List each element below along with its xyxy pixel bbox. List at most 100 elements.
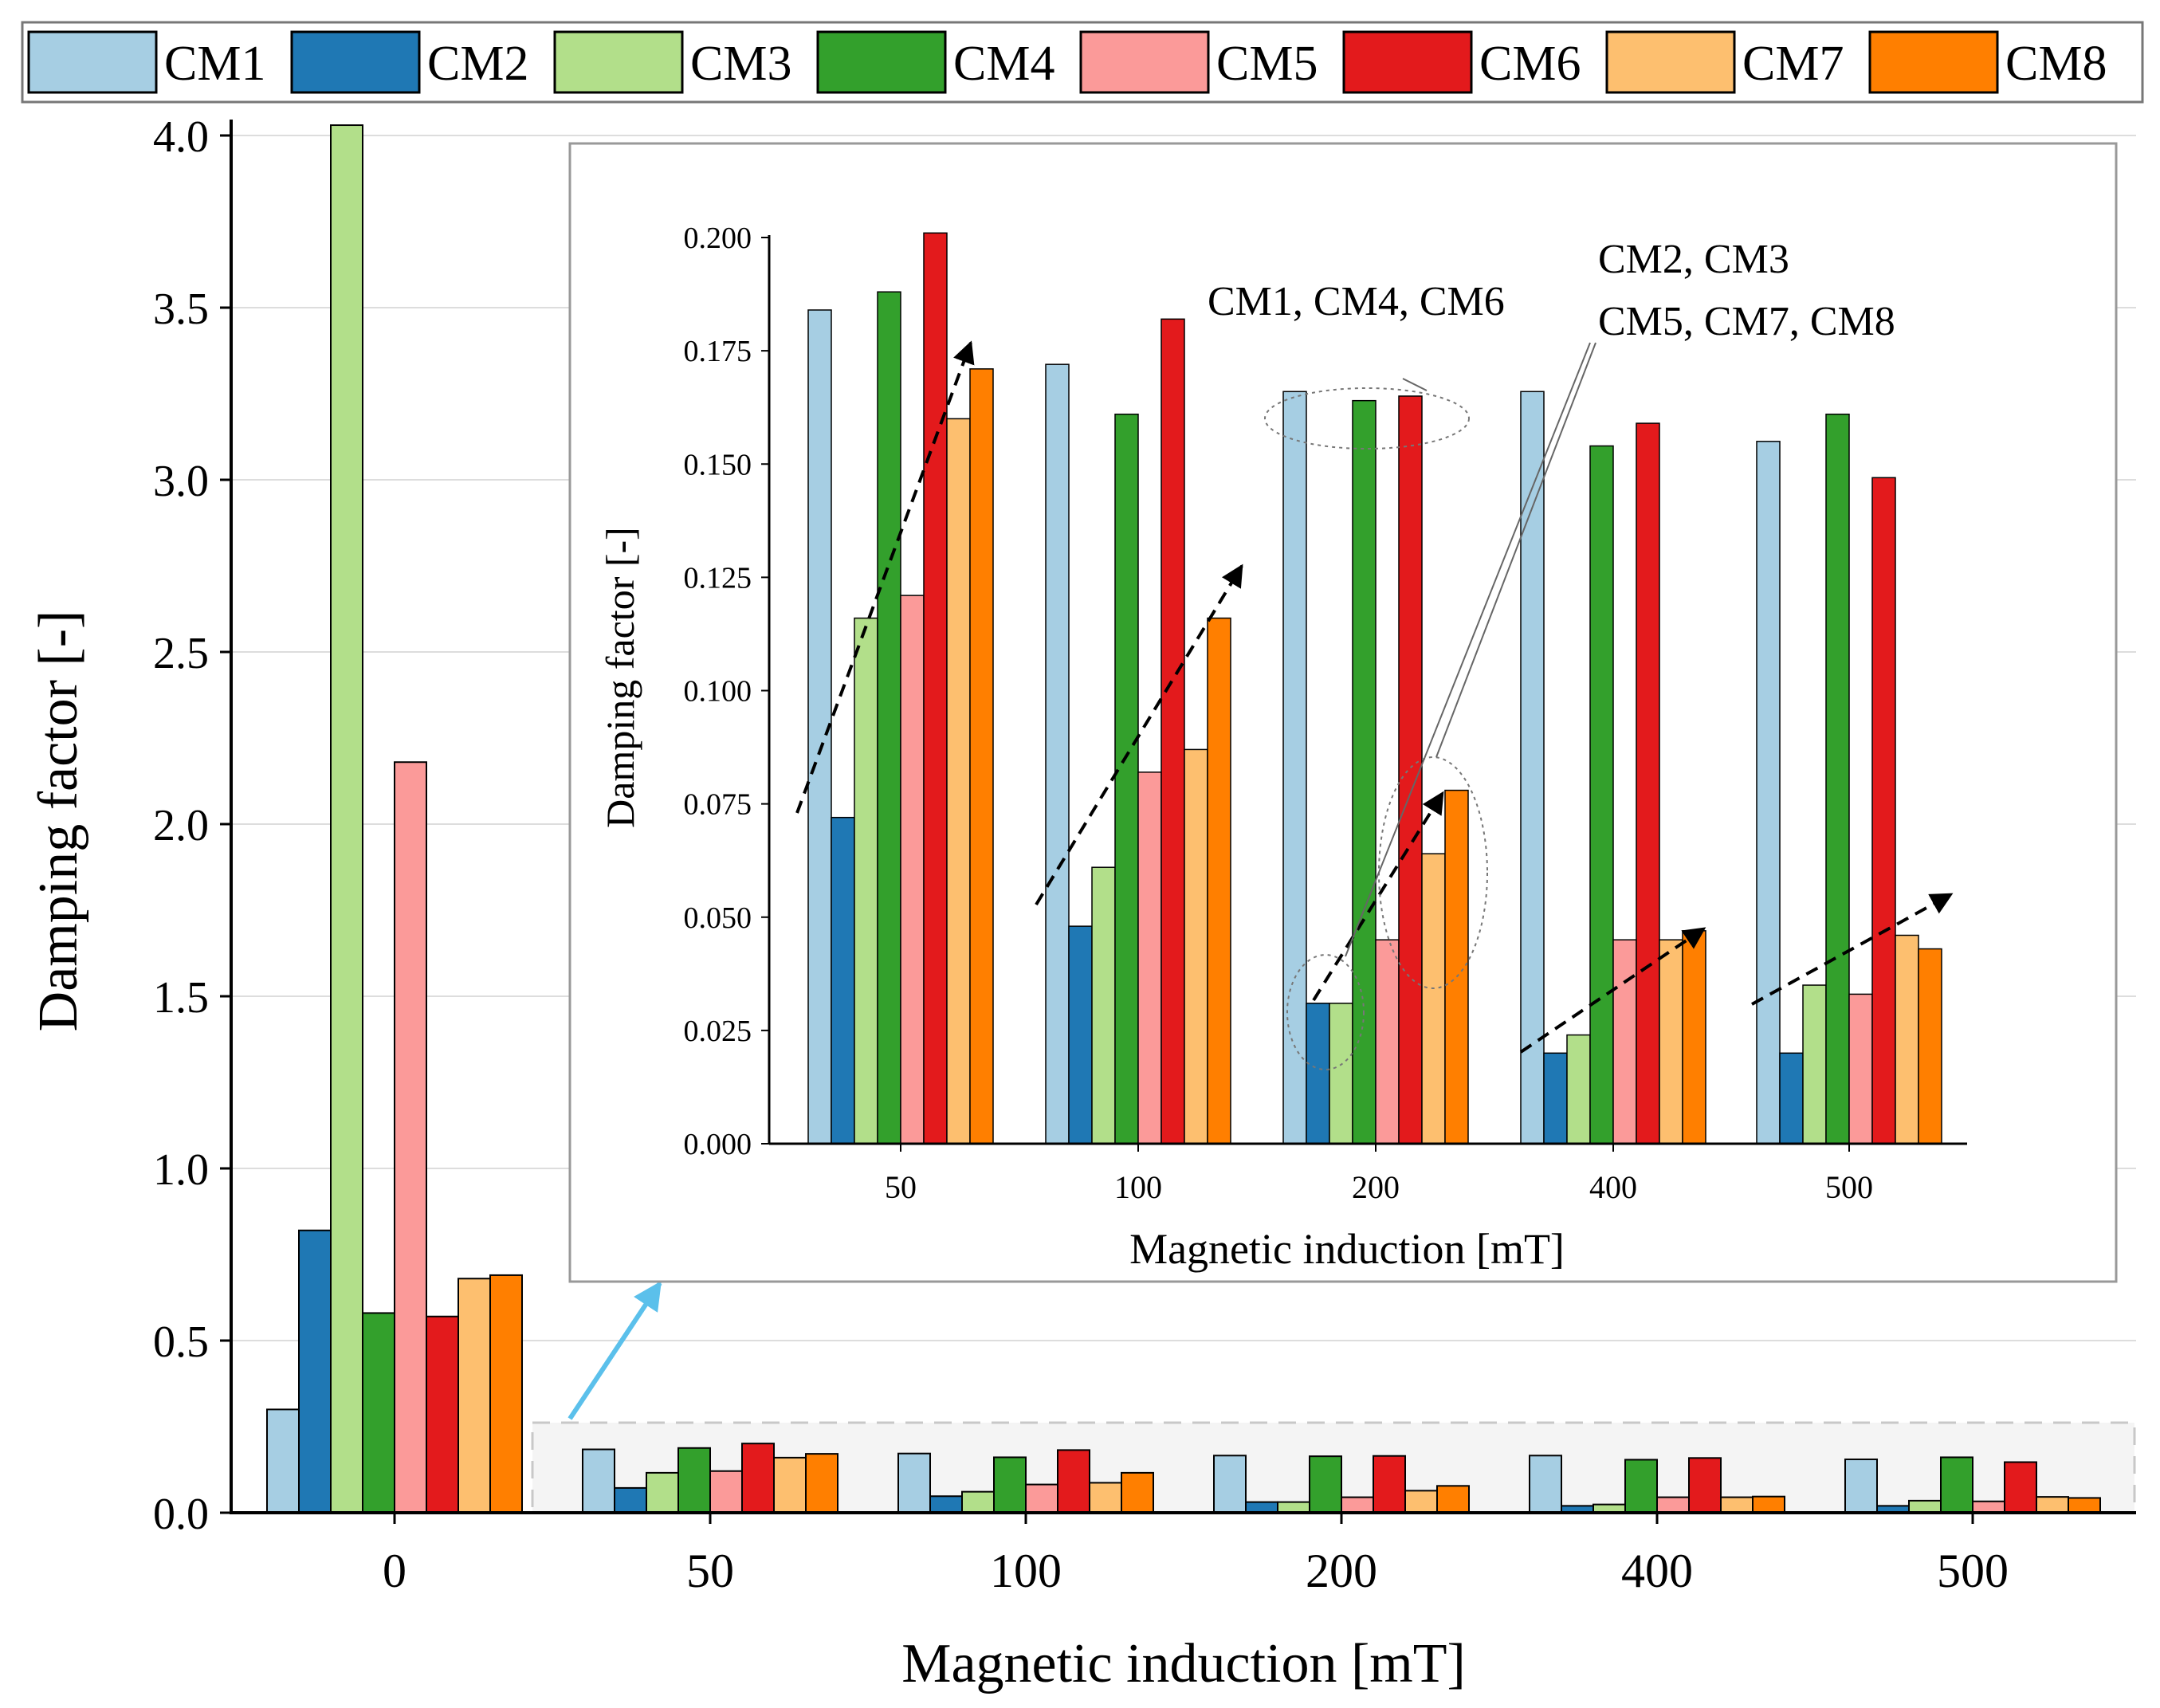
legend-swatch-cm5 — [1079, 30, 1210, 94]
bar-cm8-200 — [1436, 1485, 1470, 1514]
bar-cm1-0 — [266, 1408, 300, 1514]
bar-cm5-400 — [1656, 1496, 1690, 1514]
legend-swatch-cm1 — [27, 30, 158, 94]
bar-cm4-50 — [677, 1447, 711, 1514]
bar-cm4-400 — [1624, 1459, 1658, 1514]
legend-label-cm4: CM4 — [953, 37, 1054, 91]
group1-leader-line — [1402, 378, 1428, 391]
inset-y-tick-label: 0.100 — [684, 675, 752, 709]
trend-arrow — [1035, 563, 1243, 906]
bar-cm3-50 — [646, 1471, 679, 1514]
bar-cm8-500 — [2068, 1497, 2101, 1514]
inset-bar-cm2-100 — [1068, 925, 1093, 1145]
inset-bar-cm7-500 — [1895, 934, 1919, 1145]
y-tick-label: 0.5 — [153, 1317, 209, 1367]
bar-cm6-500 — [2004, 1461, 2037, 1514]
legend: CM1 CM2 CM3 CM4 CM5 CM6 CM7 CM8 — [21, 21, 2144, 104]
inset-bar-cm3-400 — [1566, 1034, 1591, 1145]
y-tick-label: 2.0 — [153, 801, 209, 850]
bar-cm5-100 — [1025, 1483, 1058, 1514]
bar-cm5-200 — [1341, 1496, 1374, 1514]
legend-label-cm8: CM8 — [2005, 37, 2107, 91]
bar-cm1-100 — [897, 1452, 931, 1514]
inset-axes — [768, 235, 1967, 1145]
inset-bar-cm4-500 — [1825, 413, 1850, 1145]
x-tick-label: 200 — [1306, 1545, 1377, 1597]
inset-x-tick-label: 200 — [1352, 1169, 1400, 1205]
inset-bar-cm4-50 — [877, 291, 901, 1145]
inset-bar-cm7-100 — [1184, 748, 1208, 1145]
bar-cm3-500 — [1908, 1499, 1942, 1514]
legend-swatch-cm6 — [1342, 30, 1473, 94]
inset-bar-cm7-400 — [1659, 939, 1683, 1145]
inset-bar-cm8-50 — [969, 368, 994, 1145]
inset-bar-cm6-400 — [1636, 422, 1660, 1145]
legend-swatch-cm4 — [816, 30, 947, 94]
y-tick-label: 3.5 — [153, 285, 209, 334]
inset-y-tick-label: 0.150 — [684, 448, 752, 481]
inset-chart: 0.000 0.025 0.050 0.075 0.100 0.125 0.150 0.175… — [568, 142, 2118, 1283]
x-tick-label: 100 — [990, 1545, 1062, 1597]
x-tick-label: 50 — [686, 1545, 734, 1597]
bar-cm7-100 — [1089, 1482, 1122, 1514]
main-y-axis-label: Damping factor [-] — [28, 611, 89, 1032]
inset-bar-cm6-50 — [923, 232, 948, 1145]
inset-bars — [807, 232, 1942, 1145]
inset-bar-cm5-400 — [1612, 939, 1637, 1145]
y-tick-label: 1.0 — [153, 1145, 209, 1195]
legend-swatch-cm3 — [553, 30, 684, 94]
inset-bar-cm8-400 — [1682, 930, 1706, 1145]
inset-y-tick-label: 0.025 — [684, 1015, 752, 1048]
main-y-ticks: 0.0 0.5 1.0 1.5 2.0 2.5 3.0 3.5 4.0 — [153, 112, 231, 1539]
bar-cm2-0 — [298, 1229, 332, 1514]
y-tick-label: 4.0 — [153, 112, 209, 162]
group2-ellipse-low — [1286, 954, 1365, 1070]
bar-cm6-200 — [1373, 1455, 1406, 1514]
legend-label-cm6: CM6 — [1479, 37, 1581, 91]
inset-bar-cm3-500 — [1802, 984, 1827, 1145]
bar-cm8-400 — [1752, 1495, 1785, 1514]
inset-bar-cm5-200 — [1375, 939, 1400, 1145]
bar-cm5-0 — [394, 761, 427, 1514]
inset-y-tick-label: 0.000 — [684, 1128, 752, 1161]
trend-arrow — [1519, 927, 1706, 1054]
inset-bar-cm6-100 — [1161, 318, 1185, 1145]
inset-bar-cm6-200 — [1398, 395, 1423, 1145]
inset-bar-cm4-400 — [1589, 445, 1614, 1145]
y-tick-label: 3.0 — [153, 457, 209, 506]
bar-cm7-50 — [773, 1456, 807, 1514]
bar-cm6-0 — [426, 1315, 459, 1514]
x-tick-label: 400 — [1621, 1545, 1693, 1597]
bar-cm2-200 — [1245, 1501, 1278, 1514]
inset-x-tick-label: 100 — [1114, 1169, 1162, 1205]
inset-y-tick-label: 0.175 — [684, 335, 752, 368]
bar-cm8-50 — [805, 1453, 838, 1514]
bar-cm7-500 — [2036, 1496, 2069, 1514]
bar-cm1-200 — [1213, 1455, 1247, 1514]
trend-arrow — [795, 340, 975, 814]
legend-swatch-cm7 — [1605, 30, 1736, 94]
inset-bar-cm3-50 — [854, 617, 878, 1145]
annotation-group2-line2: CM5, CM7, CM8 — [1598, 299, 1895, 344]
bar-cm5-50 — [709, 1470, 743, 1514]
trend-arrow — [1751, 893, 1954, 1006]
inset-y-tick-label: 0.075 — [684, 788, 752, 822]
inset-y-axis-label: Damping factor [-] — [598, 527, 642, 828]
bar-cm4-100 — [993, 1456, 1027, 1514]
legend-label-cm2: CM2 — [427, 37, 528, 91]
legend-label-cm3: CM3 — [690, 37, 791, 91]
legend-label-cm5: CM5 — [1216, 37, 1318, 91]
annotation-group2-line1: CM2, CM3 — [1598, 237, 1789, 282]
inset-bar-cm1-500 — [1756, 441, 1781, 1145]
inset-bar-cm2-50 — [831, 816, 855, 1145]
zoom-arrow — [567, 1281, 662, 1420]
inset-bar-cm7-200 — [1421, 853, 1446, 1145]
inset-bar-cm1-100 — [1045, 363, 1070, 1145]
inset-bar-cm6-500 — [1871, 477, 1896, 1145]
bar-cm3-100 — [961, 1490, 995, 1514]
inset-x-tick-label: 500 — [1825, 1169, 1873, 1205]
bar-cm4-500 — [1940, 1456, 1973, 1514]
bar-cm3-200 — [1277, 1501, 1310, 1514]
inset-x-axis-label: Magnetic induction [mT] — [1129, 1225, 1565, 1273]
bar-cm8-100 — [1121, 1471, 1154, 1514]
